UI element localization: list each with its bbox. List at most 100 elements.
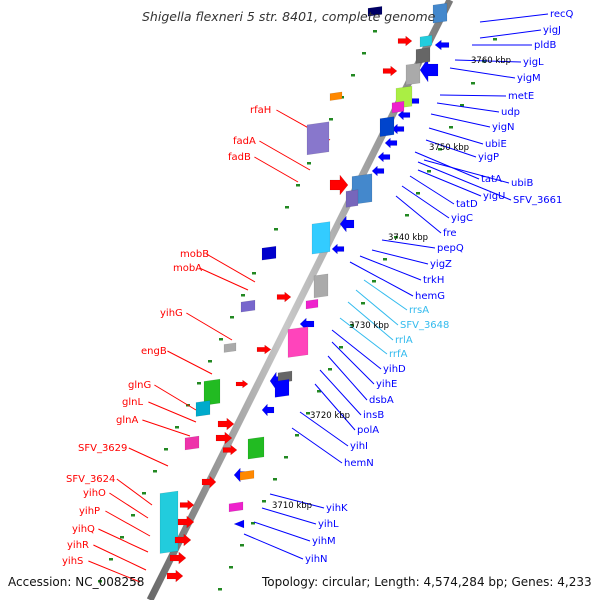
gene-label: SFV_3624 — [66, 474, 115, 485]
kbp-marker: 3720 kbp — [310, 411, 350, 421]
label-leader — [428, 127, 484, 145]
gene-label: udp — [501, 107, 520, 118]
gene-label: yihG — [160, 308, 183, 319]
gene-label: mobB — [180, 249, 209, 260]
tick-dot — [197, 382, 201, 385]
label-leader — [479, 29, 542, 39]
label-leader — [401, 185, 450, 219]
tick-dot — [373, 30, 377, 33]
tick-dot — [460, 104, 464, 107]
tick-dot — [328, 368, 332, 371]
label-leader — [349, 261, 414, 297]
label-leader — [430, 113, 491, 128]
gene-label: yihS — [62, 556, 83, 567]
tick-dot — [229, 566, 233, 569]
label-leader — [199, 267, 249, 291]
gene-label: yihN — [305, 554, 328, 565]
kbp-marker: 3750 kbp — [429, 143, 469, 153]
gene-label: pldB — [534, 40, 556, 51]
gene-label: rrlA — [395, 335, 413, 346]
label-leader — [93, 544, 147, 571]
label-leader — [425, 139, 477, 158]
label-leader — [363, 279, 408, 311]
gene-label: hemN — [344, 458, 374, 469]
tick-dot — [109, 558, 113, 561]
gene-feature — [240, 299, 256, 313]
gene-label: insB — [363, 410, 384, 421]
label-leader — [449, 67, 516, 79]
label-leader — [314, 383, 356, 431]
tick-dot — [351, 74, 355, 77]
gene-label: yihO — [83, 488, 106, 499]
tick-dot — [438, 148, 442, 151]
gene-feature — [415, 47, 431, 64]
label-leader — [116, 478, 153, 506]
gene-feature — [345, 189, 359, 208]
gene-label: SFV_3661 — [513, 195, 562, 206]
label-leader — [414, 151, 480, 180]
gene-label: yihM — [312, 536, 336, 547]
gene-feature — [261, 245, 277, 261]
label-leader — [261, 507, 317, 525]
tick-dot — [131, 514, 135, 517]
gene-label: yihL — [318, 519, 339, 530]
gene-feature — [379, 116, 395, 137]
label-leader — [206, 253, 256, 283]
gene-feature — [274, 379, 290, 398]
gene-feature — [382, 65, 398, 77]
gene-label: fadA — [233, 136, 256, 147]
tick-dot — [295, 434, 299, 437]
gene-labels: rfaH fadA fadB mobB mobA yihG engB glnG glnL glnA… — [62, 9, 574, 567]
label-leader — [347, 301, 394, 341]
label-leader — [423, 159, 510, 184]
gene-label: yihP — [79, 506, 100, 517]
gene-features — [159, 2, 450, 583]
label-leader — [299, 411, 349, 447]
label-leader — [395, 195, 442, 234]
gene-feature — [391, 123, 405, 135]
label-leader — [105, 510, 151, 537]
gene-feature — [306, 121, 330, 156]
tick-dot — [416, 192, 420, 195]
gene-feature — [419, 57, 439, 83]
gene-feature — [201, 475, 217, 489]
tick-dot — [362, 52, 366, 55]
tick-dot — [218, 588, 222, 591]
tick-dot — [306, 412, 310, 415]
tick-dot — [208, 360, 212, 363]
gene-label: SFV_3629 — [78, 443, 127, 454]
gene-label: SFV_3648 — [400, 320, 449, 331]
gene-feature — [195, 400, 211, 417]
label-leader — [359, 255, 422, 281]
gene-label: yigC — [451, 213, 473, 224]
gene-feature — [397, 109, 411, 121]
gene-label: recQ — [550, 9, 574, 20]
label-leader — [331, 329, 382, 370]
map-title: Shigella flexneri 5 str. 8401, complete … — [142, 9, 436, 24]
label-leader — [371, 249, 429, 265]
tick-dot — [120, 536, 124, 539]
tick-dot — [361, 302, 365, 305]
gene-feature — [299, 317, 315, 331]
tick-dot — [394, 236, 398, 239]
tick-dot — [350, 324, 354, 327]
tick-dot — [383, 258, 387, 261]
tick-dot — [251, 522, 255, 525]
label-leader — [148, 401, 197, 423]
gene-feature — [305, 299, 319, 310]
gene-label: yihE — [376, 379, 397, 390]
tick-dot — [339, 346, 343, 349]
gene-feature — [174, 533, 192, 547]
gene-feature — [405, 62, 421, 86]
gene-label: fre — [443, 228, 457, 239]
gene-feature — [331, 243, 345, 255]
tick-dot — [296, 184, 300, 187]
tick-dot — [240, 544, 244, 547]
gene-feature — [432, 2, 448, 24]
tick-dot — [372, 280, 376, 283]
kbp-marker: 3710 kbp — [272, 501, 312, 511]
gene-feature — [276, 291, 292, 303]
gene-feature — [329, 91, 343, 101]
kbp-markers: 3760 kbp 3750 kbp 3740 kbp 3730 kbp 3720 kbp… — [272, 56, 511, 511]
